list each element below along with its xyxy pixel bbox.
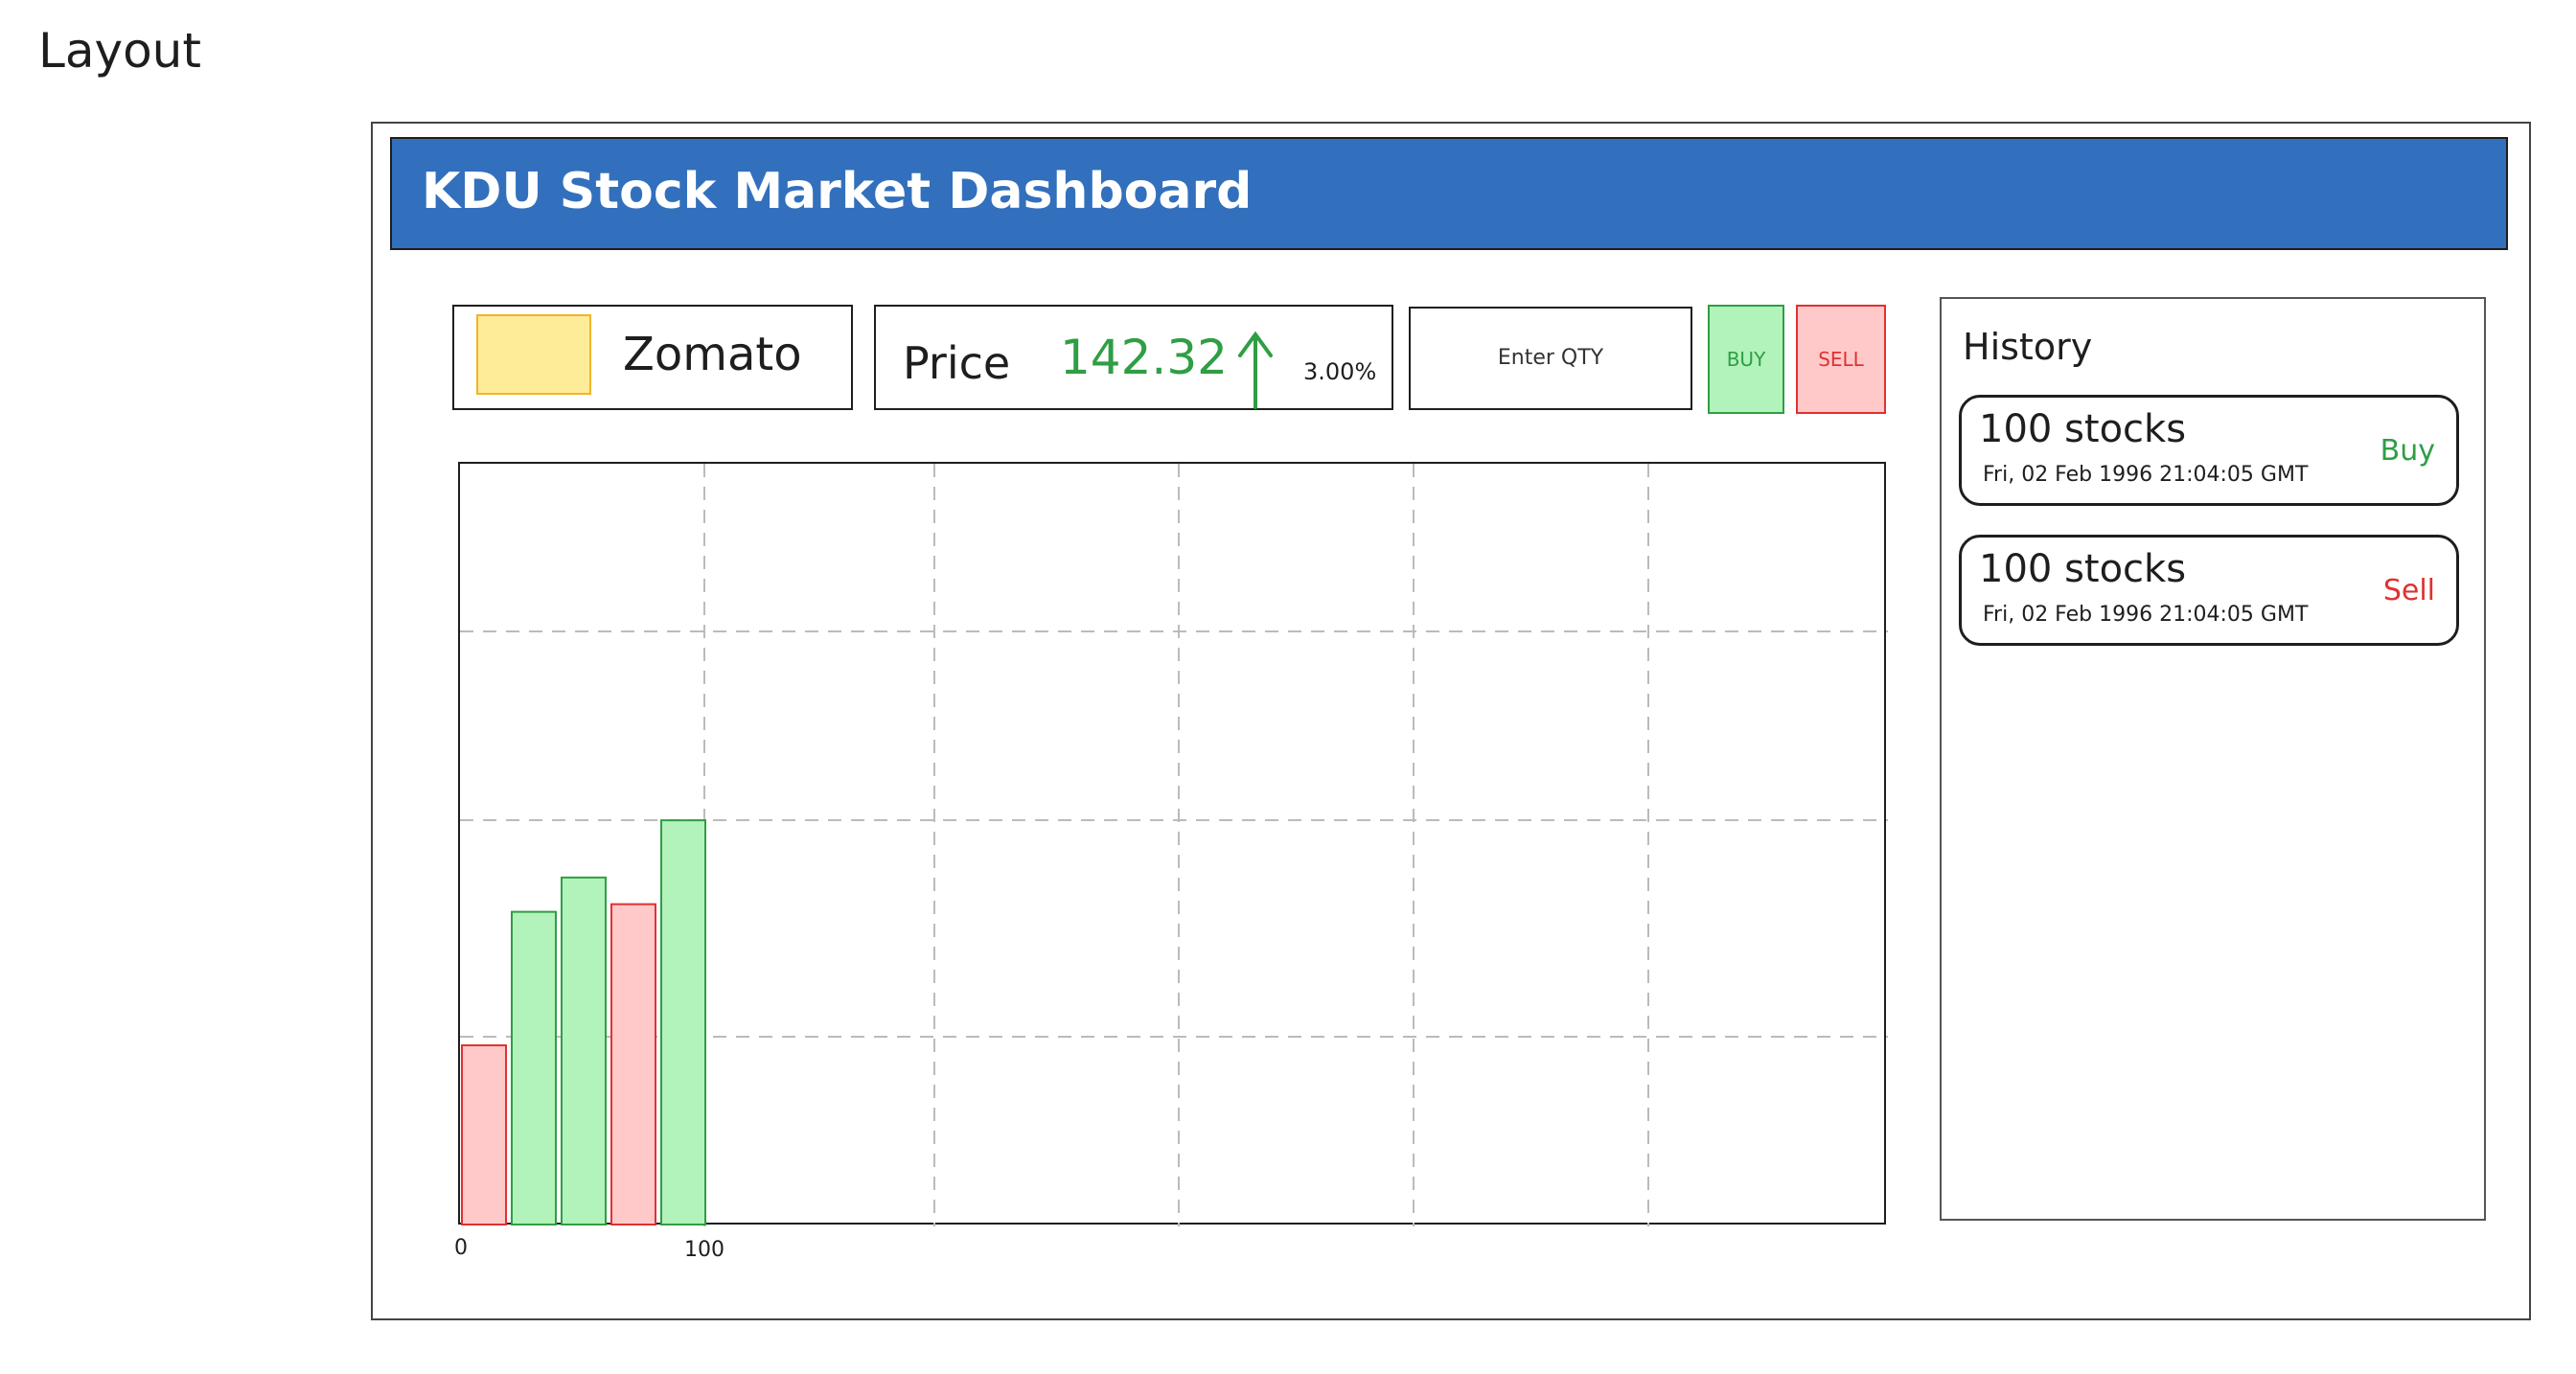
dashboard-header — [390, 137, 2508, 250]
chart-bar-buy — [561, 876, 607, 1225]
history-title: History — [1963, 326, 2093, 368]
chart-bar-sell — [610, 903, 656, 1225]
price-change: 3.00% — [1303, 358, 1377, 385]
history-item-qty: 100 stocks — [1979, 547, 2187, 591]
price-value: 142.32 — [1060, 330, 1228, 385]
price-panel — [874, 305, 1393, 410]
sell-button[interactable]: SELL — [1796, 305, 1886, 414]
price-label: Price — [903, 337, 1011, 389]
price-chart — [458, 462, 1888, 1226]
stock-color-swatch — [476, 314, 591, 395]
chart-bar-buy — [660, 819, 706, 1225]
history-item-qty: 100 stocks — [1979, 407, 2187, 451]
quantity-input[interactable]: Enter QTY — [1409, 307, 1692, 410]
x-tick-0: 0 — [454, 1236, 468, 1260]
chart-bar-buy — [511, 910, 557, 1225]
stock-name: Zomato — [623, 328, 802, 381]
history-item-type: Sell — [2382, 574, 2435, 607]
layout-label: Layout — [38, 23, 201, 79]
x-tick-100: 100 — [684, 1238, 724, 1262]
dashboard-title: KDU Stock Market Dashboard — [422, 163, 1253, 220]
chart-svg — [460, 464, 1888, 1226]
arrow-up-icon — [1238, 331, 1273, 409]
history-item[interactable]: 100 stocks Fri, 02 Feb 1996 21:04:05 GMT… — [1959, 535, 2459, 646]
dashboard-frame — [371, 122, 2531, 1320]
history-item[interactable]: 100 stocks Fri, 02 Feb 1996 21:04:05 GMT… — [1959, 395, 2459, 506]
history-item-time: Fri, 02 Feb 1996 21:04:05 GMT — [1983, 463, 2309, 487]
history-item-type: Buy — [2380, 434, 2435, 468]
buy-button[interactable]: BUY — [1708, 305, 1784, 414]
history-item-time: Fri, 02 Feb 1996 21:04:05 GMT — [1983, 603, 2309, 627]
chart-bar-sell — [461, 1043, 507, 1225]
